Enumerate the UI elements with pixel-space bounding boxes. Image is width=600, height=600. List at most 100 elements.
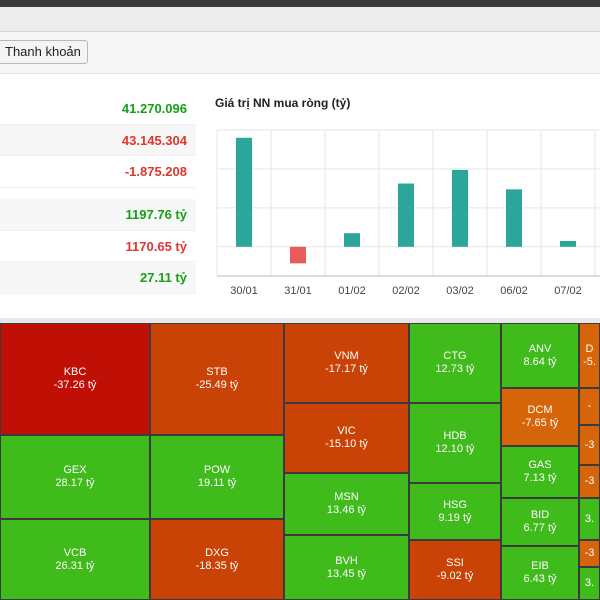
heatmap-tile-kbc[interactable]: KBC -37.26 tỷ <box>0 323 150 435</box>
tile-value: 3. <box>584 577 595 589</box>
tile-ticker: STB <box>206 366 228 378</box>
tile-value: 13.46 tỷ <box>326 504 367 516</box>
tile-ticker: KBC <box>63 366 87 378</box>
tile-value: -3 <box>584 475 595 487</box>
section-divider <box>0 318 600 323</box>
bar-31/01[interactable] <box>290 246 306 264</box>
tile-value: -3 <box>584 438 595 451</box>
tile-ticker: MSN <box>334 491 359 503</box>
tile-value: 26.31 tỷ <box>55 559 95 572</box>
bar-07/02[interactable] <box>560 240 576 247</box>
foreign-trading-stats: 41.270.096 43.145.304 -1.875.208 1197.76… <box>0 93 196 295</box>
heatmap-tile-dcm[interactable]: DCM -7.65 tỷ <box>501 388 579 446</box>
heatmap-tile-stb[interactable]: STB -25.49 tỷ <box>150 323 284 435</box>
tile-value: - <box>587 400 592 412</box>
heatmap-tile-dxg[interactable]: DXG -18.35 tỷ <box>150 519 284 600</box>
tile-ticker: CTG <box>443 350 467 362</box>
tile-ticker: VNM <box>334 350 359 362</box>
stat-sell-value: 1170.65 tỷ <box>0 231 196 263</box>
x-tick-label: 03/02 <box>446 285 474 297</box>
bar-01/02[interactable] <box>344 233 360 247</box>
tile-value: 8.64 tỷ <box>523 355 557 368</box>
tile-ticker: D <box>585 342 594 355</box>
stat-buy-volume: 41.270.096 <box>0 93 196 125</box>
tile-value: -17.17 tỷ <box>325 363 368 375</box>
heatmap-tile-ssi[interactable]: SSI -9.02 tỷ <box>409 540 501 600</box>
tile-value: 28.17 tỷ <box>55 477 95 489</box>
heatmap-tile[interactable]: -3 <box>579 465 600 498</box>
tile-value: 7.13 tỷ <box>523 472 557 484</box>
tile-ticker: VCB <box>63 546 87 559</box>
heatmap-tile-bvh[interactable]: BVH 13.45 tỷ <box>284 535 409 600</box>
bar-06/02[interactable] <box>506 189 522 247</box>
top-strip <box>0 0 600 7</box>
heatmap-tile[interactable]: - <box>579 388 600 425</box>
tile-value: -18.35 tỷ <box>195 559 239 572</box>
heatmap-tile-gas[interactable]: GAS 7.13 tỷ <box>501 446 579 498</box>
chart-title: Giá trị NN mua ròng (tỷ) <box>215 96 351 110</box>
heatmap-tile[interactable]: 3. <box>579 567 600 600</box>
tile-value: -7.65 tỷ <box>521 417 559 429</box>
tile-value: -15.10 tỷ <box>325 438 368 450</box>
tile-value: 9.19 tỷ <box>438 511 472 524</box>
heatmap-tile-d[interactable]: D -5. <box>579 323 600 388</box>
x-tick-label: 01/02 <box>338 285 366 297</box>
x-tick-label: 30/01 <box>230 285 258 297</box>
tile-ticker: VIC <box>337 425 356 437</box>
heatmap-tile-bid[interactable]: BID 6.77 tỷ <box>501 498 579 546</box>
heatmap-tile-vnm[interactable]: VNM -17.17 tỷ <box>284 323 409 403</box>
tile-ticker: EIB <box>531 560 549 572</box>
liquidity-button[interactable]: Thanh khoản <box>0 40 88 64</box>
net-buy-chart: 30/01 31/01 01/02 02/02 03/02 06/02 07/02 Giá … <box>205 80 600 310</box>
tile-value: 6.77 tỷ <box>523 522 557 534</box>
heatmap-tile-ctg[interactable]: CTG 12.73 tỷ <box>409 323 501 403</box>
tile-value: -25.49 tỷ <box>195 379 239 391</box>
tile-value: -37.26 tỷ <box>53 379 97 391</box>
tile-ticker: ANV <box>528 342 552 355</box>
x-tick-label: 06/02 <box>500 285 528 297</box>
bar-02/02[interactable] <box>398 183 414 247</box>
heatmap-tile-gex[interactable]: GEX 28.17 tỷ <box>0 435 150 519</box>
tile-value: -9.02 tỷ <box>436 570 474 582</box>
tile-value: 12.10 tỷ <box>435 443 475 455</box>
bar-03/02[interactable] <box>452 169 468 247</box>
tile-value: 3. <box>584 512 595 525</box>
heatmap-tile-eib[interactable]: EIB 6.43 tỷ <box>501 546 579 600</box>
tile-value: -5. <box>583 355 596 368</box>
tile-ticker: GEX <box>63 464 87 476</box>
top-toolbar <box>0 0 600 32</box>
tile-ticker: SSI <box>446 557 464 569</box>
tile-ticker: DCM <box>527 404 553 416</box>
heatmap-tile-msn[interactable]: MSN 13.46 tỷ <box>284 473 409 535</box>
x-tick-label: 31/01 <box>284 285 312 297</box>
tile-value: 12.73 tỷ <box>435 363 475 375</box>
heatmap-tile-pow[interactable]: POW 19.11 tỷ <box>150 435 284 519</box>
tile-value: 19.11 tỷ <box>197 477 237 489</box>
tile-ticker: BVH <box>335 554 358 567</box>
stat-net-value: 27.11 tỷ <box>0 262 196 295</box>
tile-ticker: BID <box>530 509 550 521</box>
tile-ticker: DXG <box>205 546 229 559</box>
tile-value: 6.43 tỷ <box>523 573 557 585</box>
stat-buy-value: 1197.76 tỷ <box>0 199 196 231</box>
stat-sell-volume: 43.145.304 <box>0 124 196 157</box>
heatmap-tile-vic[interactable]: VIC -15.10 tỷ <box>284 403 409 473</box>
heatmap-tile-hsg[interactable]: HSG 9.19 tỷ <box>409 483 501 540</box>
heatmap-tile[interactable]: -3 <box>579 425 600 465</box>
heatmap-tile[interactable]: -3 <box>579 540 600 567</box>
tile-ticker: HSG <box>443 498 467 511</box>
net-buy-chart-svg: 30/01 31/01 01/02 02/02 03/02 06/02 07/02 <box>216 129 600 297</box>
heatmap-tile-anv[interactable]: ANV 8.64 tỷ <box>501 323 579 388</box>
heatmap-tile[interactable]: 3. <box>579 498 600 540</box>
foreign-flow-heatmap: KBC -37.26 tỷ STB -25.49 tỷ VNM -17.17 tỷ CTG 1… <box>0 323 600 600</box>
tile-value: -3 <box>584 547 595 559</box>
tile-value: 13.45 tỷ <box>326 567 367 580</box>
button-row <box>0 32 600 74</box>
stat-net-volume: -1.875.208 <box>0 156 196 189</box>
bar-30/01[interactable] <box>236 137 252 247</box>
tile-ticker: POW <box>203 464 231 476</box>
heatmap-tile-hdb[interactable]: HDB 12.10 tỷ <box>409 403 501 483</box>
tile-ticker: HDB <box>443 430 467 442</box>
x-tick-label: 07/02 <box>554 285 582 297</box>
heatmap-tile-vcb[interactable]: VCB 26.31 tỷ <box>0 519 150 600</box>
